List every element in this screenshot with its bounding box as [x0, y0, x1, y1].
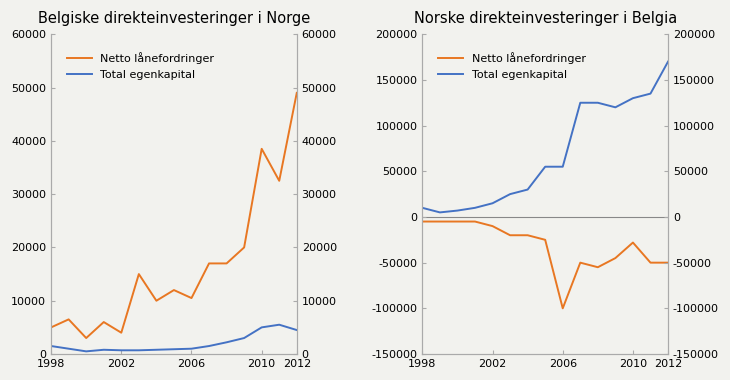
- Netto lånefordringer: [64, 317, 73, 321]
- Netto lånefordringer: [506, 233, 515, 238]
- Total egenkapital: [453, 208, 462, 213]
- Netto lånefordringer: [523, 233, 532, 238]
- Total egenkapital: [257, 325, 266, 330]
- Total egenkapital: [204, 344, 213, 348]
- Title: Belgiske direkteinvesteringer i Norge: Belgiske direkteinvesteringer i Norge: [38, 11, 310, 26]
- Netto lånefordringer: [436, 219, 445, 224]
- Total egenkapital: [436, 210, 445, 215]
- Total egenkapital: [117, 348, 126, 353]
- Total egenkapital: [523, 187, 532, 192]
- Netto lånefordringer: [204, 261, 213, 266]
- Total egenkapital: [187, 347, 196, 351]
- Netto lånefordringer: [293, 90, 301, 95]
- Netto lånefordringer: [187, 296, 196, 300]
- Total egenkapital: [541, 165, 550, 169]
- Total egenkapital: [99, 347, 108, 352]
- Netto lånefordringer: [576, 260, 585, 265]
- Netto lånefordringer: [629, 240, 637, 245]
- Netto lånefordringer: [471, 219, 480, 224]
- Total egenkapital: [293, 328, 301, 332]
- Netto lånefordringer: [152, 298, 161, 303]
- Netto lånefordringer: [169, 288, 178, 292]
- Netto lånefordringer: [47, 325, 55, 330]
- Line: Netto lånefordringer: Netto lånefordringer: [51, 93, 297, 338]
- Total egenkapital: [664, 59, 672, 64]
- Legend: Netto lånefordringer, Total egenkapital: Netto lånefordringer, Total egenkapital: [61, 46, 220, 86]
- Netto lånefordringer: [82, 336, 91, 340]
- Legend: Netto lånefordringer, Total egenkapital: Netto lånefordringer, Total egenkapital: [433, 46, 591, 86]
- Netto lånefordringer: [664, 260, 672, 265]
- Total egenkapital: [239, 336, 248, 340]
- Netto lånefordringer: [453, 219, 462, 224]
- Total egenkapital: [222, 340, 231, 345]
- Netto lånefordringer: [222, 261, 231, 266]
- Line: Netto lånefordringer: Netto lånefordringer: [423, 222, 668, 308]
- Total egenkapital: [629, 96, 637, 100]
- Total egenkapital: [646, 91, 655, 96]
- Total egenkapital: [152, 347, 161, 352]
- Total egenkapital: [506, 192, 515, 196]
- Netto lånefordringer: [593, 265, 602, 269]
- Total egenkapital: [576, 100, 585, 105]
- Netto lånefordringer: [257, 147, 266, 151]
- Netto lånefordringer: [239, 245, 248, 250]
- Total egenkapital: [418, 206, 427, 210]
- Netto lånefordringer: [117, 331, 126, 335]
- Total egenkapital: [611, 105, 620, 109]
- Total egenkapital: [275, 323, 284, 327]
- Total egenkapital: [134, 348, 143, 353]
- Line: Total egenkapital: Total egenkapital: [51, 325, 297, 352]
- Total egenkapital: [558, 165, 567, 169]
- Netto lånefordringer: [99, 320, 108, 324]
- Netto lånefordringer: [541, 238, 550, 242]
- Netto lånefordringer: [558, 306, 567, 310]
- Total egenkapital: [488, 201, 497, 206]
- Netto lånefordringer: [646, 260, 655, 265]
- Total egenkapital: [82, 349, 91, 354]
- Total egenkapital: [47, 344, 55, 348]
- Total egenkapital: [64, 347, 73, 351]
- Netto lånefordringer: [134, 272, 143, 276]
- Total egenkapital: [471, 206, 480, 210]
- Netto lånefordringer: [418, 219, 427, 224]
- Netto lånefordringer: [488, 224, 497, 228]
- Line: Total egenkapital: Total egenkapital: [423, 62, 668, 212]
- Netto lånefordringer: [611, 256, 620, 260]
- Title: Norske direkteinvesteringer i Belgia: Norske direkteinvesteringer i Belgia: [414, 11, 677, 26]
- Total egenkapital: [169, 347, 178, 352]
- Netto lånefordringer: [275, 179, 284, 183]
- Total egenkapital: [593, 100, 602, 105]
